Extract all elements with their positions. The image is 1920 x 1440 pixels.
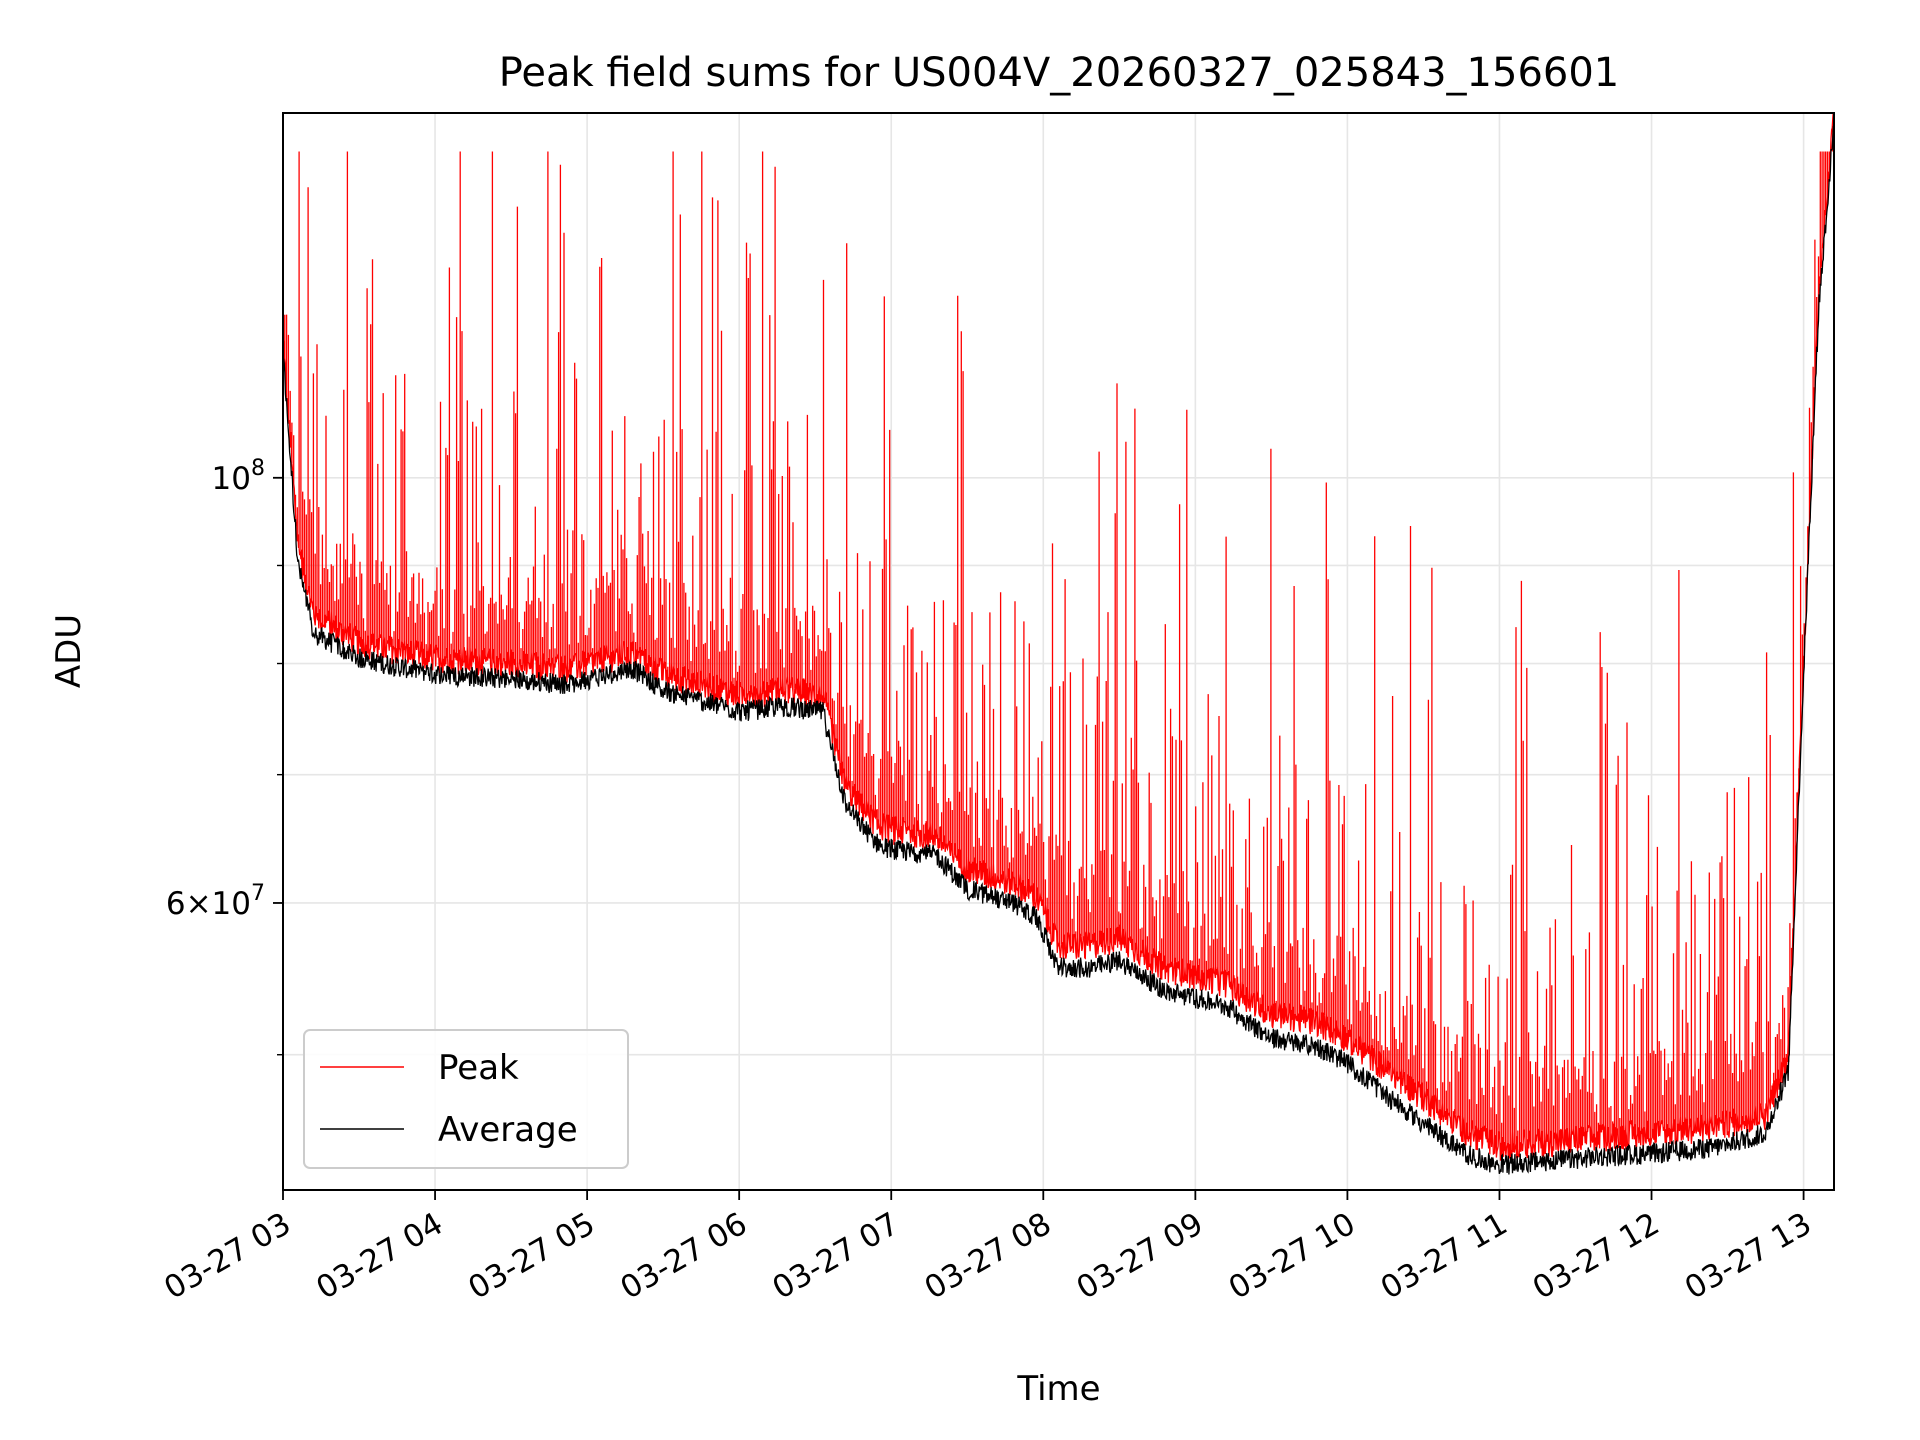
y-axis-label: ADU [49, 614, 89, 688]
y-tick-label-0: 108 [212, 456, 265, 497]
legend-box [303, 1029, 629, 1169]
chart-title: Peak field sums for US004V_20260327_0258… [499, 50, 1620, 96]
legend-peak-label: Peak [438, 1048, 519, 1088]
x-axis-label: Time [1016, 1369, 1100, 1409]
legend-average-label: Average [438, 1110, 578, 1150]
plot-frame [282, 112, 1835, 1191]
legend: Peak Average [303, 1029, 629, 1169]
y-tick-label-1: 6×107 [166, 881, 265, 922]
y-axis-ticks: 108 6×107 [166, 456, 283, 1056]
average-series-line [283, 125, 1834, 1175]
